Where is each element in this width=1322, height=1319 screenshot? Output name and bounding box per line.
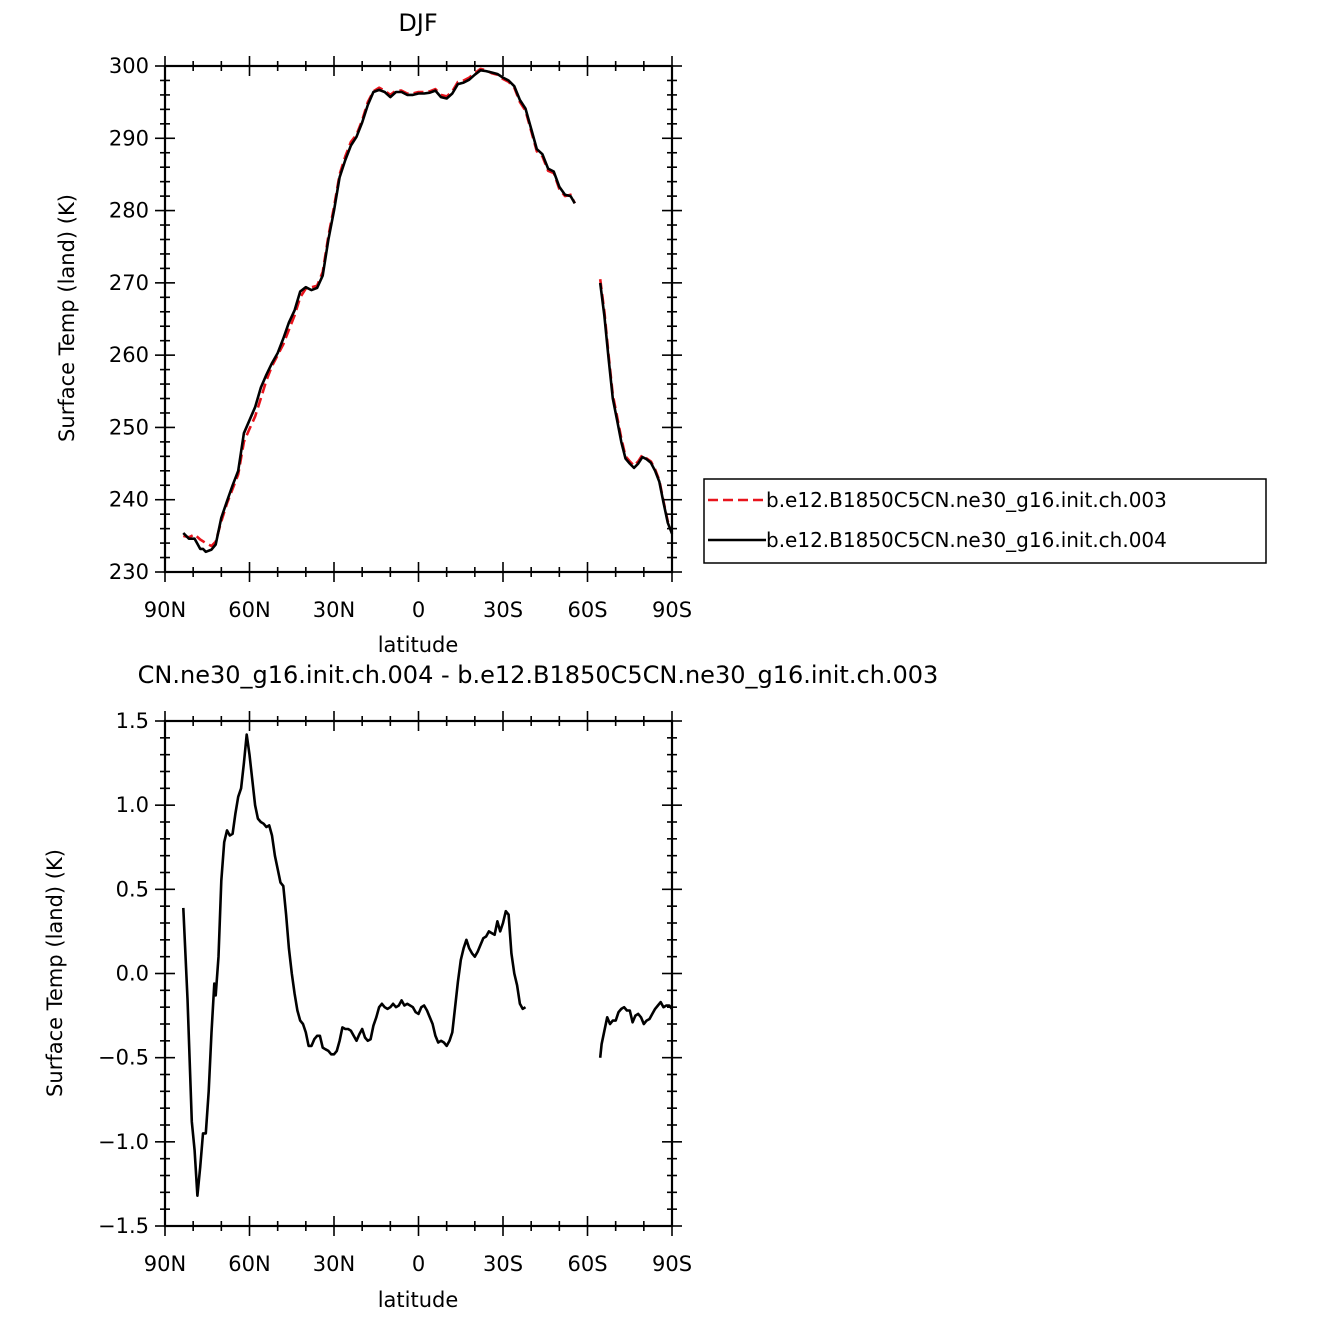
x-tick-label: 30S xyxy=(483,598,523,622)
panel-bottom: CN.ne30_g16.init.ch.004 - b.e12.B1850C5C… xyxy=(43,661,938,1312)
legend-label-003: b.e12.B1850C5CN.ne30_g16.init.ch.003 xyxy=(766,488,1167,512)
x-tick-label: 60S xyxy=(567,1252,607,1276)
y-tick-label: 280 xyxy=(109,199,149,223)
x-axis-label-bottom: latitude xyxy=(378,1288,459,1312)
series-layer-bottom xyxy=(182,733,674,1197)
plot-frame-bottom xyxy=(163,719,674,1228)
y-tick-label: 240 xyxy=(109,488,149,512)
y-tick-labels-top: 230 240 250 260 270 280 290 300 xyxy=(109,54,149,584)
y-tick-label: 1.5 xyxy=(116,709,149,733)
x-axis-label-top: latitude xyxy=(378,633,459,657)
y-axis-label-top: Surface Temp (land) (K) xyxy=(55,194,79,442)
y-tick-label: 250 xyxy=(109,415,149,439)
chart-title-bottom: CN.ne30_g16.init.ch.004 - b.e12.B1850C5C… xyxy=(138,661,939,689)
y-tick-label: 260 xyxy=(109,343,149,367)
ticks-top xyxy=(155,56,682,582)
y-tick-label: −1.0 xyxy=(98,1130,149,1154)
y-axis-label-bottom: Surface Temp (land) (K) xyxy=(43,849,67,1097)
series-line-bottom-0 xyxy=(182,733,674,1197)
legend-box xyxy=(703,478,1267,564)
ticks-bottom xyxy=(155,711,682,1236)
series-layer-top xyxy=(182,67,674,554)
x-tick-labels-bottom: 90N 60N 30N 0 30S 60S 90S xyxy=(144,1252,692,1276)
plot-frame-top xyxy=(163,64,674,574)
x-tick-label: 60S xyxy=(567,598,607,622)
y-tick-labels-bottom: −1.5 −1.0 −0.5 0.0 0.5 1.0 1.5 xyxy=(98,709,149,1238)
x-tick-label: 60N xyxy=(228,1252,270,1276)
y-tick-label: 270 xyxy=(109,271,149,295)
x-tick-label: 90S xyxy=(652,598,692,622)
chart-title-top: DJF xyxy=(398,9,437,37)
x-tick-label: 0 xyxy=(412,598,425,622)
y-tick-label: −0.5 xyxy=(98,1046,149,1070)
x-tick-label: 0 xyxy=(412,1252,425,1276)
series-line-top-1 xyxy=(182,69,674,554)
y-tick-label: −1.5 xyxy=(98,1214,149,1238)
y-tick-label: 290 xyxy=(109,126,149,150)
y-tick-label: 1.0 xyxy=(116,793,149,817)
y-tick-label: 230 xyxy=(109,560,149,584)
legend: b.e12.B1850C5CN.ne30_g16.init.ch.003 b.e… xyxy=(703,478,1267,564)
y-tick-label: 0.5 xyxy=(116,877,149,901)
legend-label-004: b.e12.B1850C5CN.ne30_g16.init.ch.004 xyxy=(766,528,1167,552)
y-tick-label: 0.0 xyxy=(116,962,149,986)
y-tick-label: 300 xyxy=(109,54,149,78)
x-tick-label: 30N xyxy=(313,1252,355,1276)
x-tick-label: 90S xyxy=(652,1252,692,1276)
series-line-top-0 xyxy=(182,67,674,548)
x-tick-label: 90N xyxy=(144,1252,186,1276)
x-tick-labels-top: 90N 60N 30N 0 30S 60S 90S xyxy=(144,598,692,622)
panel-top: DJF latitude Surface Temp (land) (K) 230… xyxy=(55,9,692,657)
x-tick-label: 90N xyxy=(144,598,186,622)
x-tick-label: 30N xyxy=(313,598,355,622)
x-tick-label: 60N xyxy=(228,598,270,622)
x-tick-label: 30S xyxy=(483,1252,523,1276)
